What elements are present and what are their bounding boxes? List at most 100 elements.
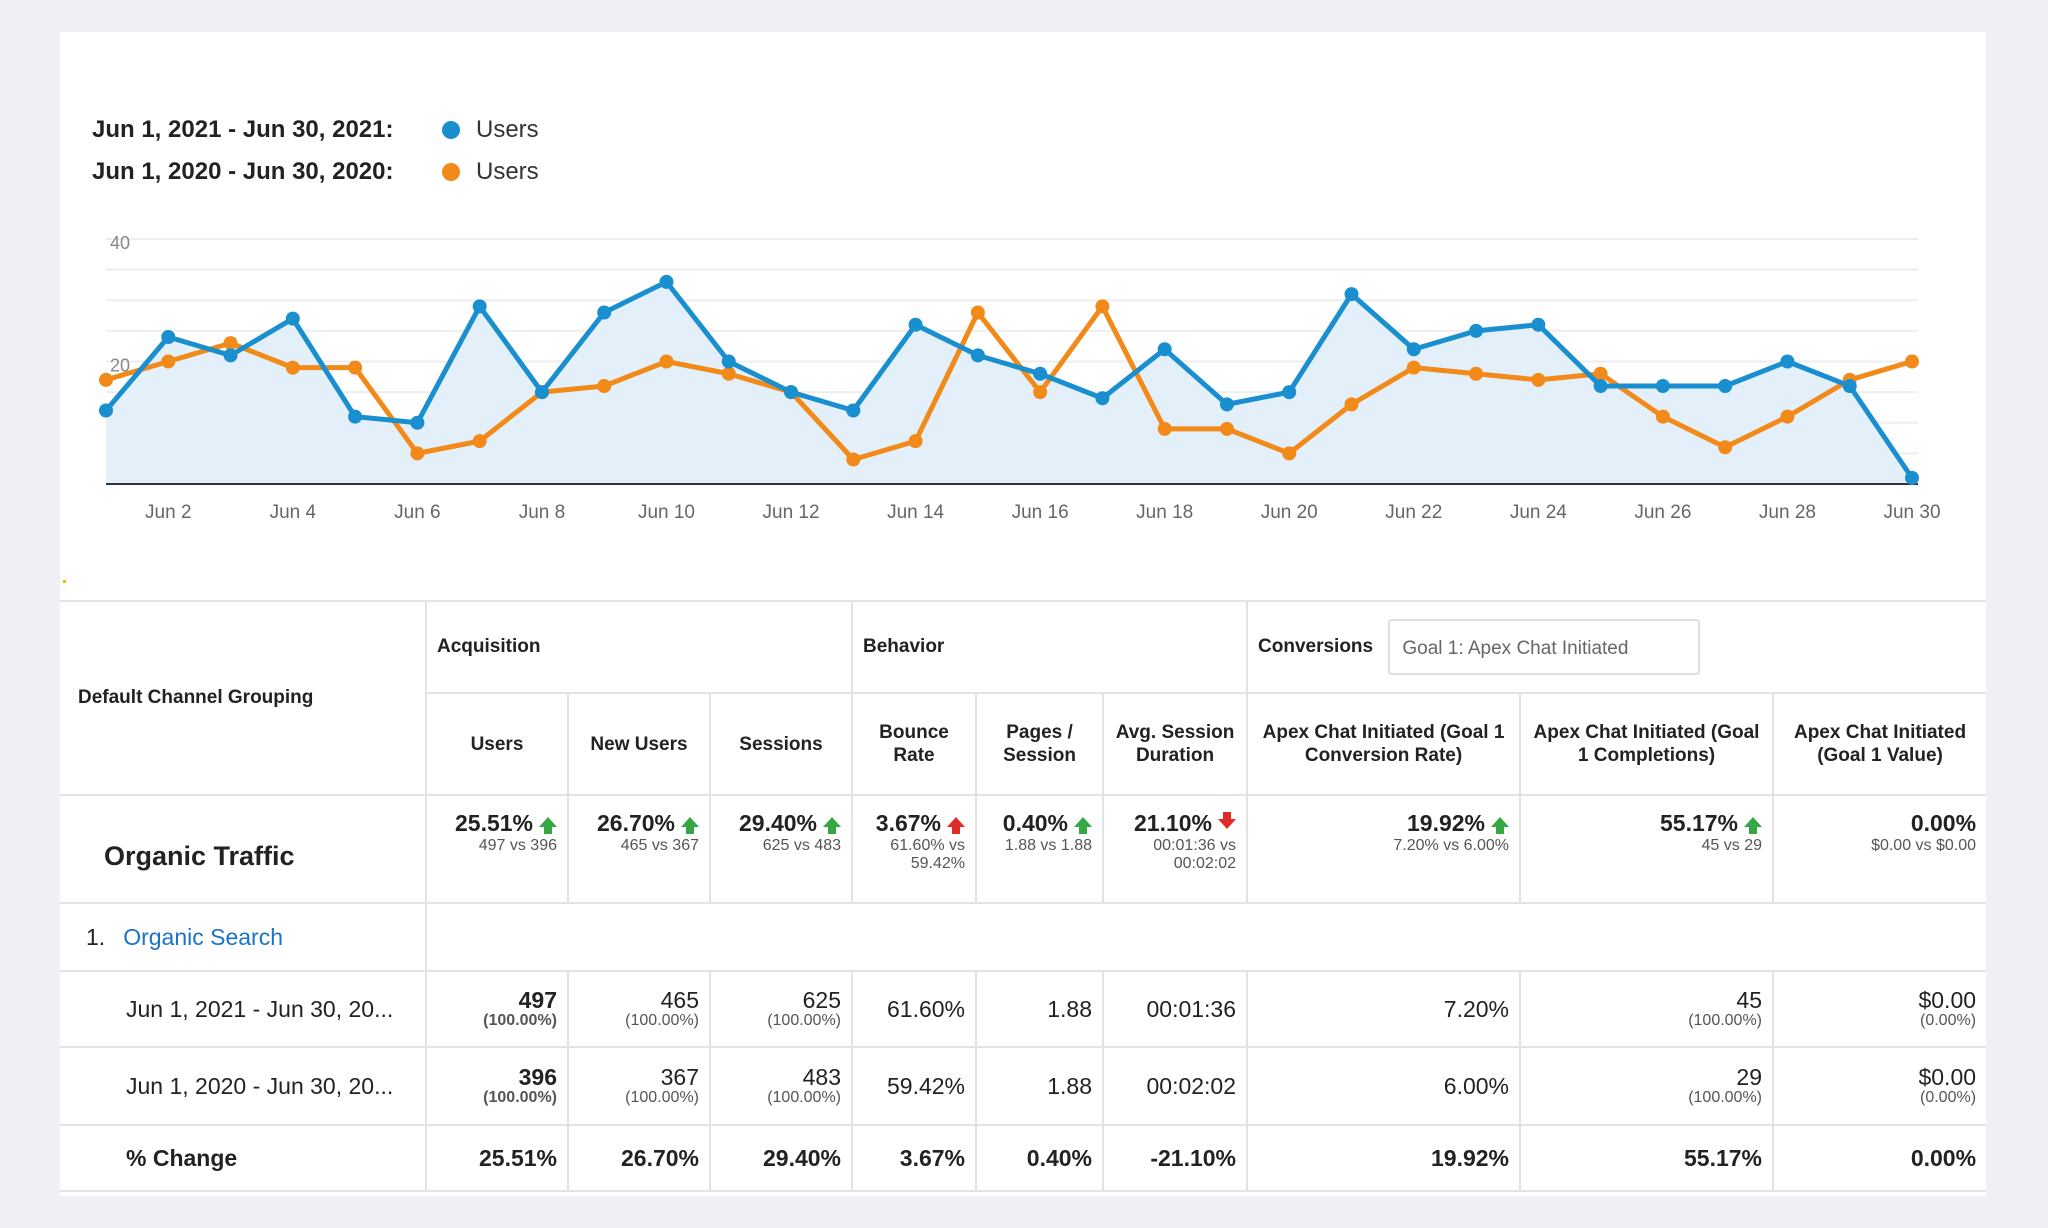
- table-cell: $0.00 (0.00%): [1772, 970, 1987, 1048]
- summary-compare: 497 vs 396: [478, 837, 557, 854]
- col-header-avg-session-duration[interactable]: Avg. Session Duration: [1102, 692, 1249, 796]
- table-cell: 61.60%: [851, 970, 978, 1048]
- legend-metric-label: Users: [476, 158, 539, 185]
- col-header-goal-value[interactable]: Apex Chat Initiated (Goal 1 Value): [1772, 692, 1987, 796]
- col-header-users[interactable]: Users: [426, 692, 569, 796]
- channel-grouping-header[interactable]: Default Channel Grouping: [60, 600, 427, 796]
- summary-title: Organic Traffic: [60, 794, 427, 904]
- summary-pct: 0.40%: [1002, 810, 1069, 836]
- data-point: [597, 305, 612, 320]
- data-point: [410, 415, 425, 430]
- data-point: [285, 360, 300, 375]
- data-point: [659, 274, 674, 289]
- summary-pct: 25.51%: [454, 810, 533, 836]
- summary-compare: 465 vs 367: [620, 837, 699, 854]
- data-point: [1905, 354, 1919, 369]
- table-row: Jun 1, 2021 - Jun 30, 20... 497 (100.00%)…: [60, 970, 1987, 1048]
- data-point: [472, 299, 487, 314]
- channel-link-organic-search[interactable]: Organic Search: [123, 923, 283, 950]
- data-point: [1344, 397, 1359, 412]
- behavior-group-header: Behavior: [851, 600, 1249, 694]
- cell-subvalue: (100.00%): [625, 1089, 699, 1106]
- table-cell: 396 (100.00%): [425, 1046, 569, 1126]
- summary-compare: 1.88 vs 1.88: [1004, 837, 1093, 854]
- x-tick-label: Jun 10: [638, 502, 695, 523]
- table-cell: 29 (100.00%): [1519, 1046, 1775, 1126]
- data-point: [1780, 354, 1795, 369]
- data-point: [1282, 385, 1297, 400]
- table-cell: 59.42%: [851, 1046, 978, 1126]
- col-header-new-users[interactable]: New Users: [567, 692, 711, 796]
- column-header-row: Users New Users Sessions Bounce Rate Pag…: [60, 692, 1987, 796]
- data-point: [348, 409, 363, 424]
- summary-pct: 0.00%: [1910, 810, 1977, 836]
- data-point: [597, 379, 612, 393]
- table-cell: 483 (100.00%): [708, 1046, 854, 1126]
- y-tick-label: 40: [110, 233, 130, 253]
- row-index: 1.: [86, 923, 106, 950]
- data-point: [348, 360, 363, 375]
- summary-pct: 19.92%: [1407, 810, 1486, 836]
- col-header-sessions[interactable]: Sessions: [708, 692, 854, 796]
- data-point: [223, 348, 238, 363]
- data-point: [1842, 379, 1857, 393]
- x-tick-label: Jun 12: [763, 502, 820, 523]
- table-cell: 00:01:36: [1102, 970, 1249, 1048]
- change-cell: 0.40%: [975, 1124, 1105, 1192]
- cell-value: 45: [1736, 987, 1763, 1013]
- table-cell: 367 (100.00%): [567, 1046, 711, 1126]
- legend-dot-icon: [442, 121, 460, 139]
- data-point: [721, 366, 736, 381]
- data-point: [1718, 379, 1733, 393]
- col-header-goal-completions[interactable]: Apex Chat Initiated (Goal 1 Completions): [1519, 692, 1775, 796]
- x-tick-label: Jun 30: [1883, 502, 1940, 523]
- x-tick-label: Jun 26: [1634, 502, 1691, 523]
- small-marker: [63, 580, 66, 583]
- change-cell: 25.51%: [425, 1124, 569, 1192]
- legend-row-2020: Jun 1, 2020 - Jun 30, 2020: Users: [92, 154, 539, 190]
- users-line-chart[interactable]: 40 20 Jun 2 Jun 4 Jun 6 Jun 8 Jun 10 Jun 12 Jun …: [60, 192, 1986, 532]
- arrow-up-icon: [1074, 817, 1093, 834]
- data-point: [1718, 440, 1733, 455]
- data-point: [784, 385, 799, 400]
- data-point: [908, 317, 923, 332]
- conversions-label: Conversions: [1258, 636, 1374, 658]
- summary-compare: $0.00 vs $0.00: [1871, 837, 1977, 854]
- summary-cell: 29.40% 625 vs 483: [708, 794, 854, 904]
- percent-change-row: % Change 25.51% 26.70% 29.40% 3.67% 0.40…: [60, 1124, 1987, 1192]
- data-point: [161, 330, 176, 344]
- cell-value: $0.00: [1918, 987, 1977, 1013]
- data-point: [1406, 360, 1421, 375]
- summary-cell: 3.67% 61.60% vs 59.42%: [851, 794, 978, 904]
- x-tick-label: Jun 8: [519, 502, 565, 523]
- col-header-bounce-rate[interactable]: Bounce Rate: [851, 692, 978, 796]
- data-point: [1344, 287, 1359, 302]
- x-tick-label: Jun 2: [145, 502, 191, 523]
- table-cell: 625 (100.00%): [708, 970, 854, 1048]
- summary-pct: 3.67%: [875, 810, 942, 836]
- table-cell: 45 (100.00%): [1519, 970, 1775, 1048]
- arrow-down-icon: [1218, 812, 1237, 829]
- cell-value: 396: [518, 1064, 557, 1090]
- legend-metric-label: Users: [476, 116, 539, 143]
- data-point: [1157, 342, 1172, 357]
- data-point: [1531, 372, 1546, 387]
- area-fill: [106, 281, 1912, 484]
- x-tick-label: Jun 14: [887, 502, 944, 523]
- change-cell: 19.92%: [1246, 1124, 1522, 1192]
- col-header-pages-session[interactable]: Pages / Session: [975, 692, 1105, 796]
- x-tick-label: Jun 18: [1136, 502, 1193, 523]
- data-point: [846, 452, 861, 467]
- data-point: [970, 305, 985, 320]
- cell-value: 483: [802, 1064, 842, 1090]
- goal-select-dropdown[interactable]: Goal 1: Apex Chat Initiated: [1388, 619, 1701, 675]
- table-cell: 465 (100.00%): [567, 970, 711, 1048]
- data-point: [472, 434, 487, 449]
- cell-subvalue: (0.00%): [1920, 1012, 1977, 1029]
- data-point: [161, 354, 176, 369]
- data-point: [1905, 470, 1919, 485]
- channel-row: 1. Organic Search: [60, 902, 1987, 972]
- summary-compare: 00:01:36 vs 00:02:02: [1153, 837, 1237, 872]
- cell-subvalue: (100.00%): [767, 1012, 842, 1029]
- col-header-goal-conversion-rate[interactable]: Apex Chat Initiated (Goal 1 Conversion R…: [1246, 692, 1522, 796]
